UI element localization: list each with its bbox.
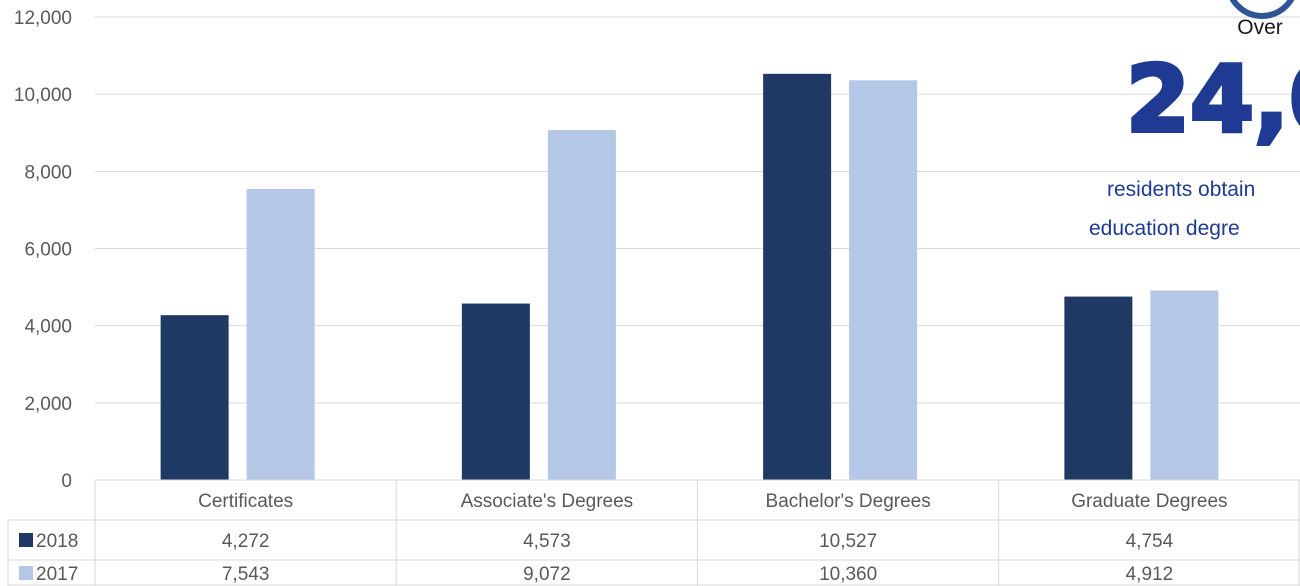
legend-key-2017: [19, 566, 33, 580]
callout-line-1: residents obtain: [1107, 178, 1255, 201]
x-category-label: Graduate Degrees: [1071, 491, 1227, 512]
x-category-label: Bachelor's Degrees: [766, 491, 931, 512]
legend-label: 2018: [36, 531, 78, 552]
y-tick-label: 6,000: [24, 240, 72, 261]
data-label: 4,912: [1126, 564, 1174, 585]
y-tick-label: 12,000: [14, 8, 72, 29]
bar-2018-3: [1064, 296, 1133, 480]
y-axis-tick-labels: 0 2,000 4,000 6,000 8,000 10,000 12,000: [14, 8, 72, 492]
bars: [160, 73, 1219, 481]
data-label: 9,072: [523, 564, 571, 585]
bar-2017-0: [246, 188, 315, 480]
bar-2017-3: [1150, 290, 1219, 480]
data-label: 10,360: [819, 564, 877, 585]
data-label: 4,272: [222, 531, 270, 552]
y-tick-label: 4,000: [24, 317, 72, 338]
callout-big-number: 24,0: [1126, 46, 1300, 153]
callout-line-2: education degre: [1089, 217, 1240, 240]
bar-2017-1: [547, 129, 616, 481]
y-tick-label: 10,000: [14, 85, 72, 106]
bar-2017-2: [849, 80, 918, 480]
data-label: 7,543: [222, 564, 270, 585]
callout-over: Over: [1237, 16, 1283, 39]
data-label: 10,527: [819, 531, 877, 552]
y-tick-label: 2,000: [24, 394, 72, 415]
callout-badge-circle: [1229, 0, 1295, 19]
legend-label: 2017: [36, 564, 78, 585]
data-label: 4,754: [1126, 531, 1174, 552]
y-tick-label: 0: [61, 471, 72, 492]
x-category-label: Associate's Degrees: [461, 491, 634, 512]
bar-2018-1: [461, 303, 530, 480]
data-table: Certificates Associate's Degrees Bachelor'…: [7, 479, 1300, 586]
legend-key-2018: [19, 533, 33, 547]
y-tick-label: 8,000: [24, 162, 72, 183]
bar-2018-0: [160, 315, 229, 480]
callout: Over 24,0 residents obtain education deg…: [1089, 0, 1300, 240]
bar-2018-2: [763, 73, 832, 480]
data-label: 4,573: [523, 531, 571, 552]
x-category-label: Certificates: [198, 491, 293, 512]
